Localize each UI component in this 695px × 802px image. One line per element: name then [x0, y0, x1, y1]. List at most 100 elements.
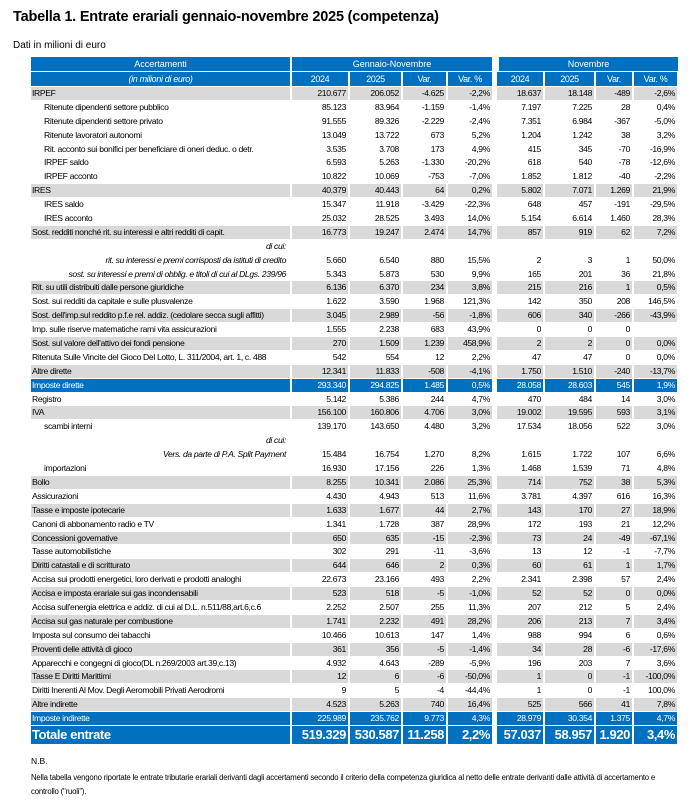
cell-value: 5.263: [350, 698, 401, 712]
table-row: Imposta sul consumo dei tabacchi 10.466 10…: [31, 629, 681, 642]
cell-value: -17,6%: [634, 642, 677, 656]
cell-value: 1.741: [292, 614, 348, 628]
row-label: Concessioni governative: [31, 531, 290, 545]
cell-value: 994: [578, 629, 593, 640]
cell-value: 22.673: [321, 574, 347, 585]
row-label: di cui:: [266, 435, 286, 446]
cell-value: 13.722: [374, 129, 400, 140]
cell-value: -489: [596, 87, 632, 100]
cell-value: [497, 434, 543, 447]
cell-value: 1: [497, 670, 543, 684]
cell-value: 3,2%: [656, 129, 676, 140]
row-label: Ritenuta Sulle Vincite del Gioco Del Lot…: [32, 351, 267, 362]
row-label: Tasse automobilistiche: [32, 546, 111, 557]
cell-value: -1: [596, 670, 632, 684]
cell-value: 24: [545, 531, 594, 545]
cell-value: 3,6%: [656, 657, 676, 668]
table-row: di cui:: [31, 434, 681, 447]
cell-value: 5.873: [379, 268, 399, 279]
cell-value: -29,5%: [649, 199, 675, 210]
cell-value: 28.979: [497, 712, 543, 725]
cell-value: -78: [618, 157, 631, 168]
cell-value: -2,2%: [654, 171, 675, 182]
cell-value: 61: [545, 559, 594, 573]
cell-value: -49: [596, 531, 632, 545]
cell-value: 2: [545, 337, 594, 350]
cell-value: 38: [596, 475, 632, 489]
cell-value: [634, 434, 677, 447]
header-accertamenti: Accertamenti: [31, 57, 290, 71]
cell-value: 857: [497, 225, 543, 239]
cell-value: 212: [578, 601, 593, 612]
cell-value: 6: [350, 670, 401, 684]
cell-value: 8.255: [292, 475, 348, 489]
cell-value: -16,9%: [649, 143, 675, 154]
header-col: 2024: [292, 72, 348, 86]
table-row: Vers. da parte di P.A. Split Payment 15.4…: [31, 448, 681, 461]
cell-value: 139.170: [317, 421, 346, 432]
row-label: IRPEF saldo: [44, 157, 89, 168]
table-row: Rit. acconto sui bonifici per beneficiar…: [31, 143, 681, 156]
cell-value: 143: [497, 503, 543, 517]
cell-value: 1.375: [596, 712, 632, 725]
cell-value: 3,4%: [634, 614, 677, 628]
cell-value: 47: [583, 351, 592, 362]
cell-value: 28,9%: [467, 518, 490, 529]
cell-value: 6,6%: [656, 449, 676, 460]
cell-value: 73: [497, 531, 543, 545]
row-label: Diritti catastali e di scritturato: [31, 559, 290, 573]
cell-value: 9,9%: [471, 268, 491, 279]
cell-value: 5.386: [379, 393, 399, 404]
cell-value: 291: [385, 546, 400, 557]
table-row: Accisa sul gas naturale per combustione 1…: [31, 614, 681, 628]
cell-value: 12,2%: [652, 518, 675, 529]
cell-value: 3.590: [379, 296, 399, 307]
cell-value: 0,0%: [656, 351, 676, 362]
cell-value: 646: [350, 559, 401, 573]
revenue-table: Accertamenti Gennaio-Novembre Novembre (…: [31, 57, 681, 745]
cell-value: 14,7%: [448, 225, 492, 239]
cell-value: 3,0%: [656, 421, 676, 432]
cell-value: -753: [428, 171, 444, 182]
cell-value: 47: [532, 351, 541, 362]
table-row: IVA 156.100 160.806 4.706 3,0% 19.002 19.595 59…: [31, 406, 681, 420]
row-label: Sost. redditi nonché rit. su interessi e…: [31, 225, 290, 239]
cell-value: 156.100: [292, 406, 348, 420]
cell-value: 12: [292, 670, 348, 684]
cell-value: -5: [403, 642, 446, 656]
table-row: Diritti catastali e di scritturato 644 646…: [31, 559, 681, 573]
cell-value: 13: [532, 546, 541, 557]
cell-value: -2,6%: [634, 87, 677, 100]
row-label: Bollo: [31, 475, 290, 489]
cell-value: 2: [497, 337, 543, 350]
cell-value: 203: [578, 657, 593, 668]
cell-value: 0: [587, 324, 593, 335]
cell-value: 225.989: [292, 712, 348, 725]
cell-value: 216: [545, 281, 594, 295]
cell-value: 28.525: [374, 213, 400, 224]
cell-value: [545, 434, 594, 447]
footnote: Nella tabella vengono riportate le entra…: [31, 773, 656, 796]
header-row-groups: Accertamenti Gennaio-Novembre Novembre: [31, 57, 681, 71]
cell-value: 525: [497, 698, 543, 712]
cell-value: 41: [596, 698, 632, 712]
cell-value: 19.595: [545, 406, 594, 420]
row-label: Accisa sui prodotti energetici, loro der…: [32, 574, 241, 585]
table-row: Proventi delle attività di gioco 361 356 -5…: [31, 642, 681, 656]
cell-value: -56: [403, 309, 446, 323]
cell-value: 3,8%: [448, 281, 492, 295]
cell-value: 10.613: [374, 629, 400, 640]
cell-value: 5.142: [326, 393, 346, 404]
cell-value: 350: [578, 296, 593, 307]
cell-value: -1: [623, 546, 630, 557]
cell-value: 1.460: [610, 213, 630, 224]
cell-value: 7.225: [572, 101, 592, 112]
cell-value: -1,4%: [469, 101, 490, 112]
table-row: IRES 40.379 40.443 64 0,2% 5.802 7.071 1.269 21,…: [31, 184, 681, 198]
cell-value: 7: [596, 614, 632, 628]
header-col: 2025: [350, 72, 401, 86]
cell-value: 0,2%: [448, 184, 492, 198]
row-label: Accisa sul gas naturale per combustione: [31, 614, 290, 628]
cell-value: 226: [430, 463, 445, 474]
